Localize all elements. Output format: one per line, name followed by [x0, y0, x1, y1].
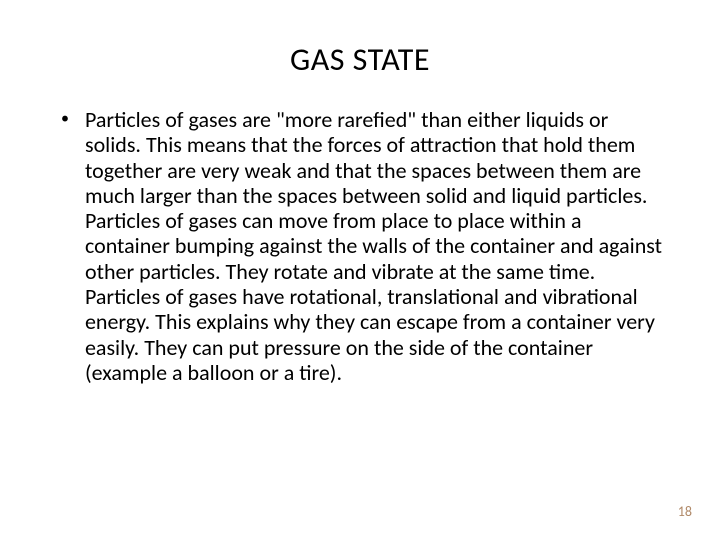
bullet-text: Particles of gases are "more rarefied" t…: [85, 107, 665, 385]
slide-container: GAS STATE • Particles of gases are "more…: [0, 0, 720, 540]
bullet-marker-icon: •: [61, 107, 69, 131]
slide-title: GAS STATE: [145, 40, 575, 79]
bullet-item: • Particles of gases are "more rarefied"…: [61, 107, 665, 385]
slide-content: • Particles of gases are "more rarefied"…: [55, 107, 665, 385]
page-number: 18: [678, 503, 692, 520]
